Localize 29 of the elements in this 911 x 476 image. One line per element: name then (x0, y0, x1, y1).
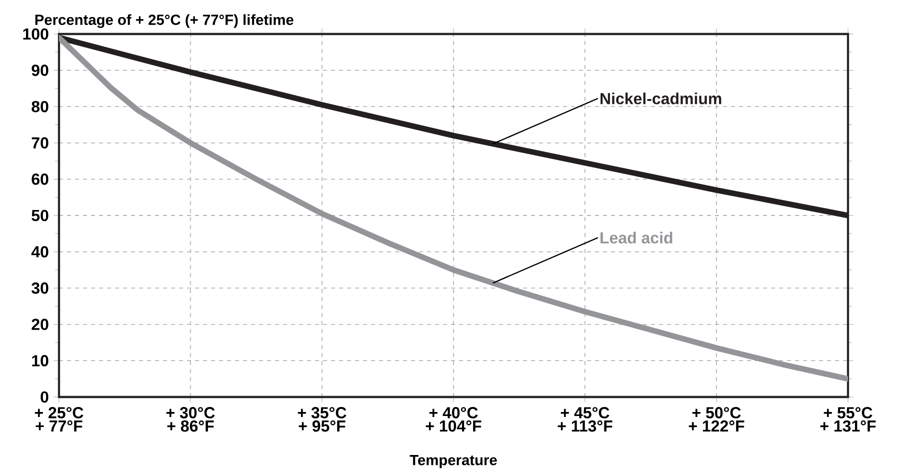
y-tick-label: 80 (32, 100, 48, 112)
x-tick-label: + 45°C (560, 407, 610, 418)
x2-tick-label: + 122°F (688, 420, 744, 432)
y-tick-label: 20 (32, 318, 48, 330)
y-tick-label: 70 (32, 137, 48, 149)
y-tick-label: 10 (32, 355, 48, 366)
x-axis-title: Temperature (410, 455, 497, 468)
y-tick-label: 40 (31, 246, 48, 258)
y-tick-label: 50 (32, 210, 48, 222)
y-tick-label: 100 (23, 28, 48, 40)
x2-tick-label: + 86°F (167, 420, 214, 432)
x2-tick-label: + 95°F (298, 420, 346, 432)
text: Lead acid (600, 232, 672, 244)
x2-tick-label: + 104°F (426, 420, 482, 432)
y-tick-label: 90 (32, 64, 48, 76)
x-tick-label: + 30°C (166, 407, 215, 418)
x-tick-label: + 35°C (298, 407, 346, 418)
x2-tick-label: + 131°F (820, 420, 876, 432)
y-axis-title: Percentage of + 25°C (+ 77°F) lifetime (35, 14, 294, 28)
x-tick-label: + 55°C (824, 407, 872, 418)
x-tick-label: + 50°C (692, 407, 741, 418)
y-tick-label: 30 (32, 282, 48, 294)
x2-tick-label: + 113°F (558, 420, 612, 432)
x2-tick-label: + 77°F (36, 420, 82, 432)
x-tick-label: + 40°C (429, 407, 478, 418)
text: Nickel-cadmium (600, 92, 722, 104)
x-tick-label: + 25°C (34, 407, 84, 418)
y-tick-label: 60 (32, 174, 48, 185)
y-tick-label: 0 (40, 391, 48, 403)
